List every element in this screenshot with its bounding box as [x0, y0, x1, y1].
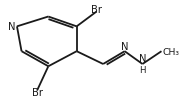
Text: Br: Br — [32, 87, 43, 97]
Text: N: N — [8, 22, 16, 32]
Text: N: N — [121, 41, 129, 51]
Text: CH₃: CH₃ — [163, 47, 180, 56]
Text: H: H — [140, 65, 146, 74]
Text: N: N — [139, 54, 147, 64]
Text: Br: Br — [91, 5, 102, 15]
